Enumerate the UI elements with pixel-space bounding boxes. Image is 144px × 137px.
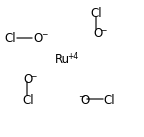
Text: Cl: Cl [22,94,34,106]
Text: Cl: Cl [91,7,102,20]
Text: Ru: Ru [55,53,70,66]
Text: +4: +4 [67,52,78,61]
Text: −: − [30,72,37,81]
Text: −: − [78,92,84,101]
Text: Cl: Cl [4,32,16,45]
Text: −: − [41,30,47,39]
Text: O: O [93,27,102,40]
Text: Cl: Cl [104,94,115,106]
Text: O: O [23,73,32,86]
Text: −: − [100,26,106,35]
Text: O: O [80,94,89,106]
Text: O: O [33,32,42,45]
